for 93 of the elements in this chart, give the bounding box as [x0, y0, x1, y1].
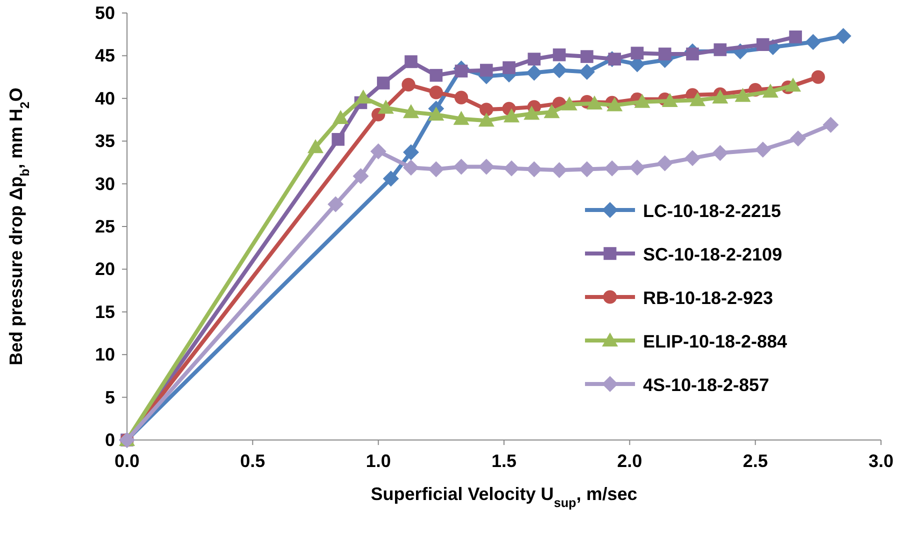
point — [658, 48, 672, 60]
point — [428, 106, 444, 121]
legend-label: 4S-10-18-2-857 — [643, 375, 770, 395]
x-tick-label: 3.0 — [868, 451, 894, 471]
point — [734, 88, 751, 102]
y-tick-label: 10 — [94, 344, 115, 365]
point — [756, 38, 770, 51]
point — [480, 64, 493, 77]
x-tick-label: 1.5 — [491, 451, 517, 471]
y-tick-label: 0 — [104, 430, 115, 450]
point — [580, 50, 594, 63]
legend-label: ELIP-10-18-2-884 — [643, 332, 788, 352]
point — [478, 158, 494, 175]
point — [404, 55, 418, 68]
point — [478, 112, 494, 127]
point — [502, 61, 516, 74]
point — [630, 46, 644, 60]
point — [578, 64, 595, 80]
legend-label: LC-10-18-2-2215 — [643, 201, 782, 221]
y-tick-label: 40 — [94, 88, 115, 108]
point — [606, 97, 623, 112]
point — [634, 94, 650, 108]
y-tick-label: 35 — [94, 131, 115, 152]
point — [528, 52, 541, 66]
point — [805, 34, 822, 50]
point — [712, 90, 728, 104]
point — [370, 143, 386, 160]
point — [544, 104, 560, 118]
point — [714, 43, 727, 56]
point — [662, 92, 678, 107]
point — [308, 139, 324, 154]
point — [551, 62, 568, 78]
point — [355, 90, 372, 104]
point — [629, 160, 646, 176]
point — [552, 48, 566, 62]
y-tick-label: 15 — [94, 302, 115, 322]
point — [526, 64, 542, 81]
point — [328, 196, 344, 212]
point — [811, 70, 825, 84]
point — [754, 142, 771, 158]
point — [504, 108, 520, 122]
point — [403, 160, 420, 176]
point — [429, 86, 443, 100]
point — [561, 96, 578, 110]
point — [454, 90, 468, 104]
y-tick-label: 20 — [94, 259, 115, 280]
x-tick-label: 0.0 — [114, 451, 140, 471]
point — [822, 116, 839, 133]
point — [332, 132, 345, 146]
point — [686, 48, 699, 60]
y-tick-label: 50 — [94, 3, 115, 23]
x-tick-label: 1.0 — [366, 451, 391, 471]
point — [403, 144, 420, 160]
x-tick-label: 2.0 — [617, 451, 642, 471]
y-tick-label: 45 — [94, 46, 115, 66]
point — [656, 155, 673, 172]
point — [578, 161, 595, 178]
point — [376, 76, 390, 90]
point — [608, 52, 621, 66]
point — [789, 30, 802, 44]
point — [480, 102, 494, 116]
point — [551, 162, 568, 178]
legend-label: RB-10-18-2-923 — [643, 288, 774, 308]
point — [524, 106, 540, 120]
x-tick-label: 2.5 — [742, 451, 768, 471]
point — [453, 110, 470, 125]
point — [378, 100, 394, 114]
point — [428, 161, 444, 178]
legend-label: SC-10-18-2-2109 — [643, 244, 782, 264]
point — [762, 84, 778, 98]
point — [454, 64, 468, 78]
point — [835, 28, 852, 44]
y-tick-label: 30 — [94, 174, 115, 194]
y-tick-label: 5 — [104, 387, 115, 408]
point — [402, 78, 416, 92]
point — [526, 161, 542, 178]
point — [785, 78, 802, 92]
point — [684, 150, 700, 166]
x-axis-title: Superficial Velocity U$_{sup}$, m/sec — [370, 484, 638, 510]
point — [586, 96, 602, 110]
point — [690, 92, 706, 106]
point — [382, 170, 399, 187]
point — [504, 160, 520, 176]
point — [352, 168, 369, 184]
point — [430, 68, 443, 82]
point — [453, 158, 470, 175]
point — [790, 130, 806, 147]
point — [712, 145, 728, 162]
y-tick-label: 25 — [94, 216, 115, 236]
x-tick-label: 0.5 — [240, 451, 266, 471]
point — [604, 160, 620, 176]
point — [403, 104, 420, 118]
point — [332, 110, 349, 124]
